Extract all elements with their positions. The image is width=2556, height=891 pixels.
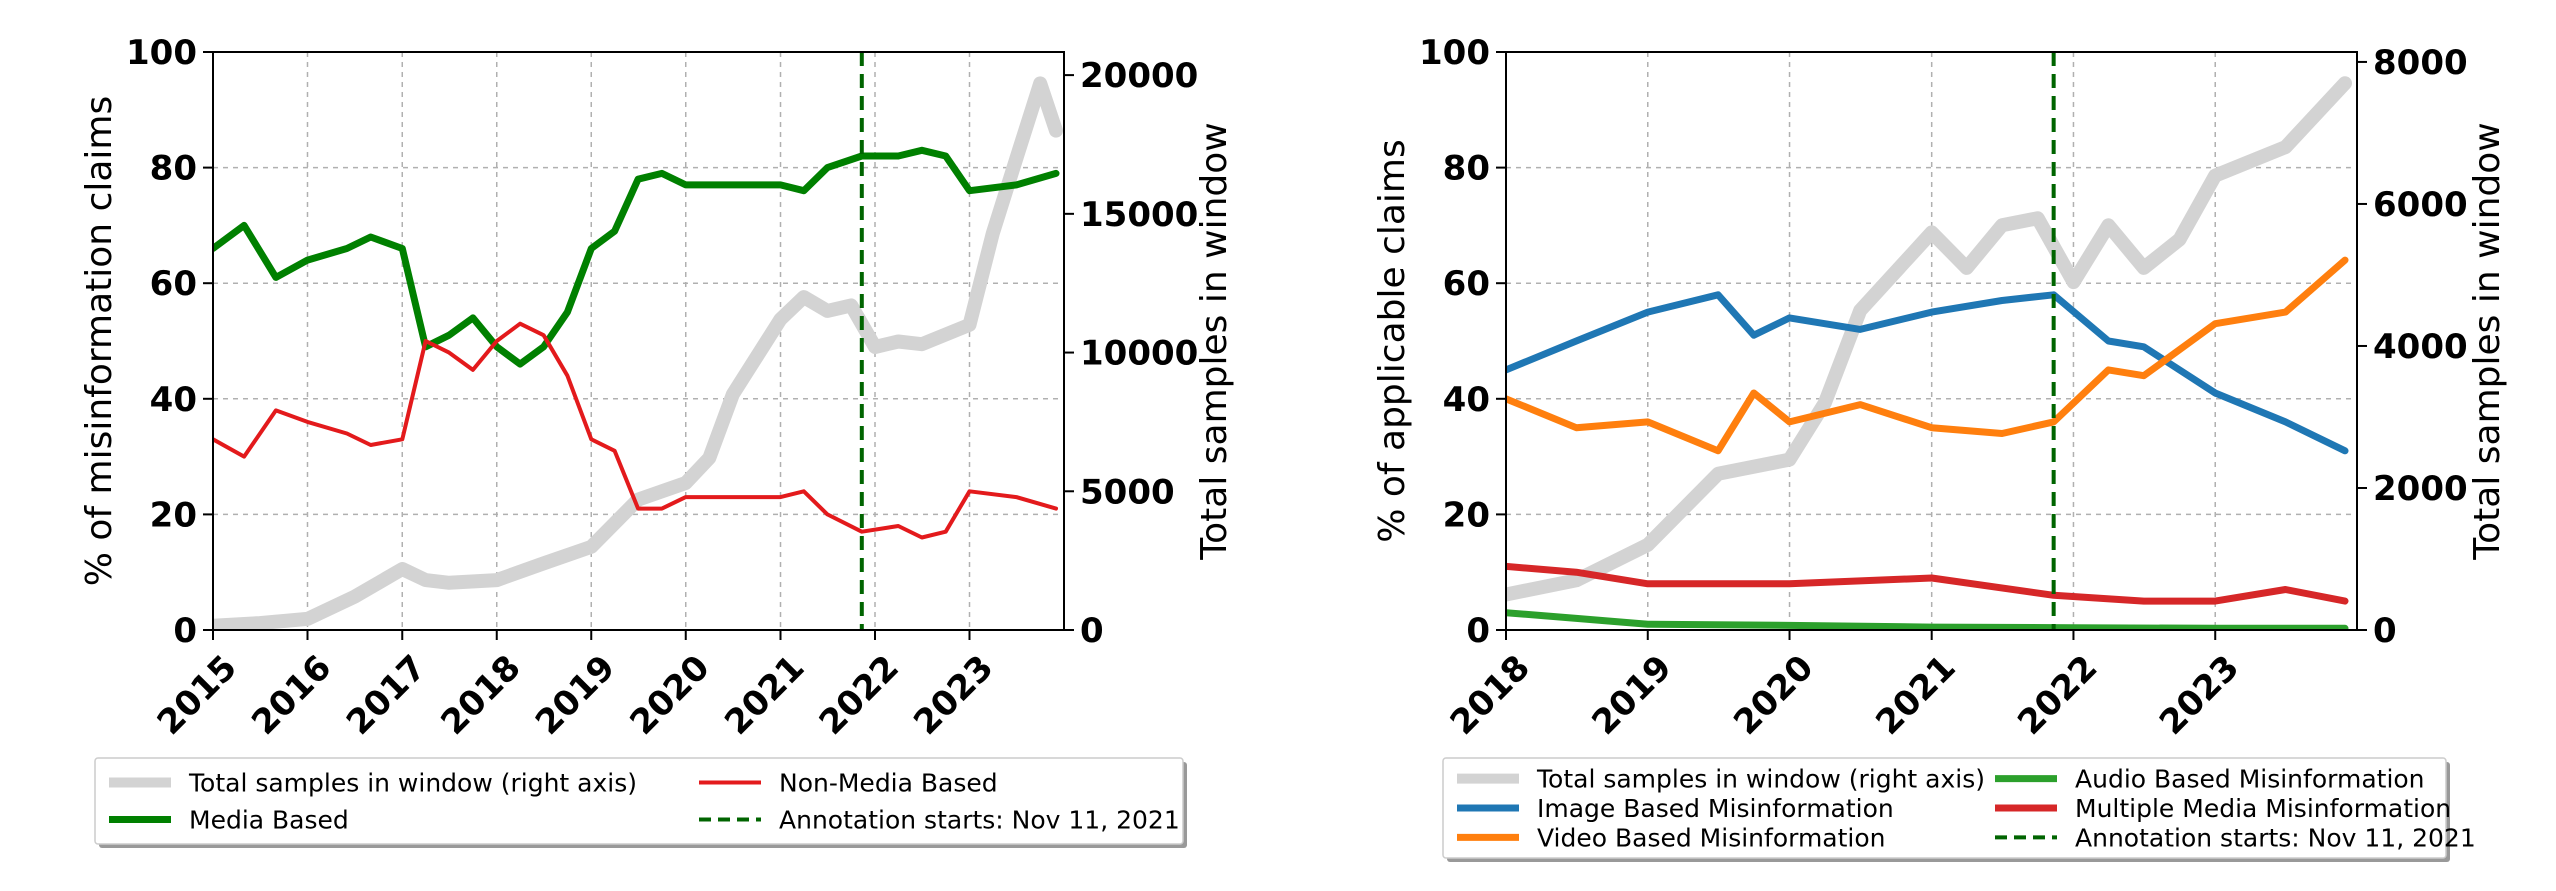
series-multiple-media-misinformation	[1506, 562, 2349, 605]
series-total-samples-in-window-right-axis	[1506, 76, 2352, 602]
legend-label: Annotation starts: Nov 11, 2021	[2075, 823, 2476, 852]
y-tick-label: 0	[1466, 611, 1490, 651]
x-tick-label: 2016	[244, 648, 339, 743]
legend: Total samples in window (right axis) Medi…	[94, 757, 1187, 848]
y-tick-label: 40	[150, 380, 197, 420]
legend-label: Video Based Misinformation	[1537, 823, 1886, 852]
x-tick-label: 2023	[906, 648, 1001, 743]
series-media-based	[213, 146, 1060, 368]
y-tick-label: 80	[1443, 149, 1490, 189]
x-tick-label: 2017	[339, 648, 434, 743]
y2-tick-label: 8000	[2373, 43, 2468, 83]
legend-label: Audio Based Misinformation	[2075, 765, 2425, 794]
y2-tick-label: 20000	[1080, 56, 1198, 96]
x-tick-label: 2020	[1726, 648, 1821, 743]
series-total-samples-in-window-right-axis	[213, 76, 1063, 630]
y2-tick-label: 4000	[2373, 327, 2468, 367]
y-tick-label: 100	[1419, 33, 1490, 73]
legend-label: Non-Media Based	[779, 769, 998, 798]
y2-tick-label: 10000	[1080, 334, 1198, 374]
y-tick-label: 60	[150, 264, 197, 304]
y-axis-label: % of misinformation claims	[79, 96, 120, 587]
plot-frame	[212, 51, 1065, 631]
x-tick-label: 2022	[2010, 648, 2105, 743]
legend-label: Total samples in window (right axis)	[1536, 765, 1985, 794]
y2-axis-label: Total samples in window	[1194, 122, 1235, 560]
y2-tick-label: 5000	[1080, 472, 1175, 512]
series-image-based-misinformation	[1506, 291, 2349, 455]
legend-box	[94, 757, 1184, 845]
legend-label: Annotation starts: Nov 11, 2021	[779, 806, 1180, 835]
y-tick-label: 80	[150, 149, 197, 189]
x-tick-label: 2023	[2152, 648, 2247, 743]
x-tick-label: 2019	[528, 648, 623, 743]
grid-lines	[1505, 51, 2357, 631]
y-tick-label: 40	[1443, 380, 1490, 420]
chart-1: 0 20 40 60 80 100 0 5000 10000 15000 20000 2015 2016…	[79, 33, 1235, 848]
y-tick-label: 20	[150, 495, 197, 535]
legend: Total samples in window (right axis)Imag…	[1442, 757, 2476, 862]
y-tick-label: 0	[173, 611, 197, 651]
x-tick-label: 2019	[1584, 648, 1679, 743]
y2-tick-label: 0	[2373, 611, 2397, 651]
legend-label: Image Based Misinformation	[1537, 794, 1894, 823]
y-tick-label: 60	[1443, 264, 1490, 304]
series-video-based-misinformation	[1506, 256, 2349, 455]
y2-tick-label: 6000	[2373, 185, 2468, 225]
legend-label: Media Based	[189, 806, 349, 835]
legend-label: Total samples in window (right axis)	[188, 769, 637, 798]
y2-tick-label: 0	[1080, 611, 1104, 651]
legend-label: Multiple Media Misinformation	[2075, 794, 2451, 823]
chart-2: 0 20 40 60 80 100 0 2000 4000 6000 8000 2018 2019 202…	[1372, 33, 2508, 862]
x-tick-label: 2018	[433, 648, 528, 743]
y2-tick-label: 15000	[1080, 195, 1198, 235]
y2-axis-label: Total samples in window	[2467, 122, 2508, 560]
x-tick-label: 2021	[1868, 648, 1963, 743]
y-tick-label: 20	[1443, 495, 1490, 535]
x-tick-label: 2015	[150, 648, 245, 743]
x-tick-label: 2018	[1443, 648, 1538, 743]
series-non-media-based	[213, 321, 1058, 540]
x-tick-label: 2020	[622, 648, 717, 743]
x-tick-label: 2022	[812, 648, 907, 743]
series-audio-based-misinformation	[1506, 609, 2349, 630]
legend-box	[1442, 757, 2447, 859]
y-tick-label: 100	[126, 33, 197, 73]
x-tick-label: 2021	[717, 648, 812, 743]
y-axis-label: % of applicable claims	[1372, 139, 1413, 543]
y2-tick-label: 2000	[2373, 469, 2468, 509]
